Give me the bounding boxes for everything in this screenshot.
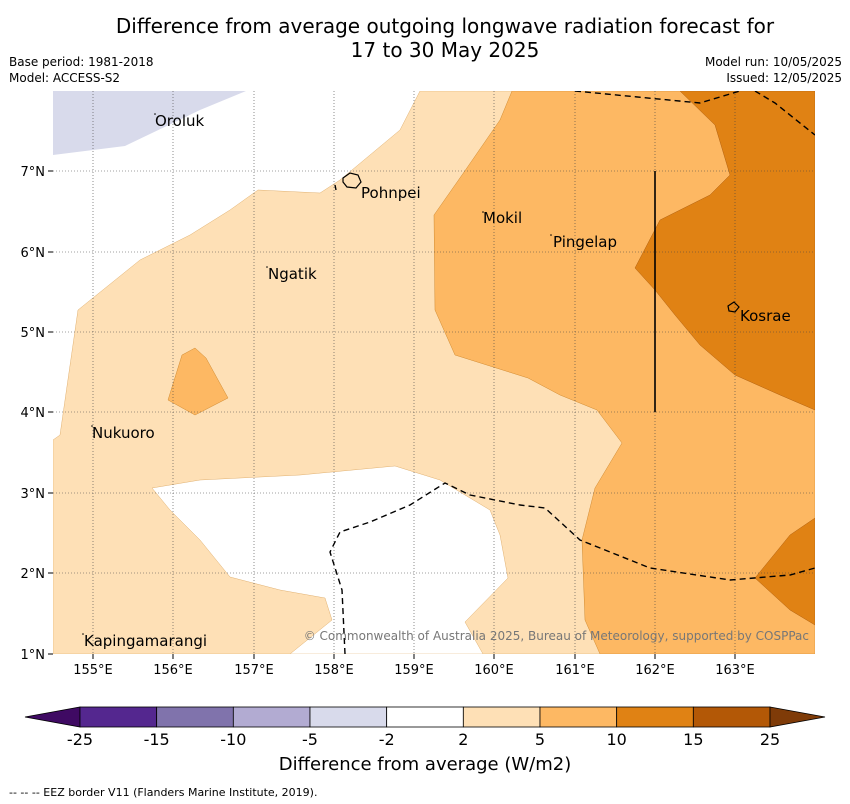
lon-tick-label: 155°E: [73, 663, 113, 678]
colorbar-tick-label: -15: [144, 730, 170, 749]
lat-tick-label: 7°N: [21, 165, 46, 180]
eez-border: [329, 91, 815, 654]
colorbar-segment: [309, 706, 388, 728]
map-area: Oroluk Pohnpei Mokil Pingelap Ngatik Kos…: [53, 91, 815, 654]
lat-axis: 7°N 6°N 5°N 4°N 3°N 2°N 1°N: [21, 165, 53, 663]
lon-tick-label: 156°E: [153, 663, 193, 678]
colorbar-segment: [692, 706, 771, 728]
map-title: Difference from average outgoing longwav…: [0, 14, 850, 62]
footer-note: -- -- -- EEZ border V11 (Flanders Marine…: [9, 786, 318, 799]
base-period: Base period: 1981-2018: [9, 55, 154, 69]
lon-tick-label: 160°E: [474, 663, 514, 678]
model-run: Model run: 10/05/2025: [704, 55, 842, 69]
lat-tick-label: 4°N: [21, 406, 46, 421]
lon-tick-label: 159°E: [394, 663, 434, 678]
colorbar: -25 -15 -10 -5 -2 2 5 10 15 25: [24, 706, 826, 749]
colorbar-tick-label: -2: [379, 730, 395, 749]
pohnpei-island: [342, 172, 362, 189]
title-line-2: 17 to 30 May 2025: [350, 38, 540, 62]
colorbar-segment: [539, 706, 618, 728]
lat-tick-label: 3°N: [21, 487, 46, 502]
island-marker: [82, 633, 84, 635]
place-label-nukuoro: Nukuoro: [92, 424, 155, 442]
lon-axis: 155°E 156°E 157°E 158°E 159°E 160°E 161°…: [73, 654, 755, 678]
island-marker: [91, 425, 93, 427]
lat-tick-label: 5°N: [21, 326, 46, 341]
colorbar-tick-label: 10: [606, 730, 626, 749]
island-marker: [266, 266, 268, 268]
lat-tick-label: 2°N: [21, 567, 46, 582]
model-name: Model: ACCESS-S2: [9, 71, 121, 85]
colorbar-segment: [616, 706, 694, 728]
colorbar-segment: [79, 706, 158, 728]
meta-right: Model run: 10/05/2025 Issued: 12/05/2025: [705, 54, 842, 86]
place-label-kosrae: Kosrae: [740, 307, 791, 325]
colorbar-tick-label: 2: [458, 730, 468, 749]
colorbar-tick-label: 25: [760, 730, 780, 749]
island-marker: [154, 113, 156, 115]
meta-left: Base period: 1981-2018 Model: ACCESS-S2: [9, 54, 154, 86]
place-label-mokil: Mokil: [483, 209, 522, 227]
lat-tick-label: 6°N: [21, 246, 46, 261]
place-label-ngatik: Ngatik: [268, 265, 317, 283]
colorbar-segment: [386, 706, 464, 728]
colorbar-tick-label: 15: [683, 730, 703, 749]
island-marker: [550, 234, 552, 236]
lat-tick-label: 1°N: [21, 648, 46, 663]
region-light-purple: [53, 91, 246, 155]
region-white-south: [151, 465, 509, 654]
colorbar-tick-label: -5: [302, 730, 318, 749]
colorbar-tick-label: -10: [220, 730, 246, 749]
colorbar-tick-label: 5: [535, 730, 545, 749]
place-label-oroluk: Oroluk: [155, 112, 204, 130]
colorbar-segment: [156, 706, 234, 728]
lon-tick-label: 163°E: [715, 663, 755, 678]
colorbar-segment: [462, 706, 541, 728]
colorbar-label: Difference from average (W/m2): [278, 754, 572, 775]
region-medium-orange-small: [167, 347, 229, 416]
issued-date: Issued: 12/05/2025: [726, 71, 842, 85]
place-label-kapingamarangi: Kapingamarangi: [84, 632, 207, 650]
region-dark-orange-southeast: [754, 517, 815, 626]
place-label-pingelap: Pingelap: [553, 233, 617, 251]
colorbar-segment: [232, 706, 311, 728]
title-line-1: Difference from average outgoing longwav…: [115, 14, 775, 38]
colorbar-extend-high: [769, 706, 826, 728]
lon-tick-label: 157°E: [234, 663, 274, 678]
lon-tick-label: 161°E: [555, 663, 595, 678]
colorbar-tick-label: -25: [67, 730, 93, 749]
island-marker: [482, 211, 484, 213]
colorbar-extend-low: [24, 706, 81, 728]
copyright-notice: © Commonwealth of Australia 2025, Bureau…: [304, 629, 809, 643]
lon-tick-label: 162°E: [635, 663, 675, 678]
kosrae-island: [727, 301, 740, 313]
place-label-pohnpei: Pohnpei: [361, 184, 421, 202]
lon-tick-label: 158°E: [314, 663, 354, 678]
